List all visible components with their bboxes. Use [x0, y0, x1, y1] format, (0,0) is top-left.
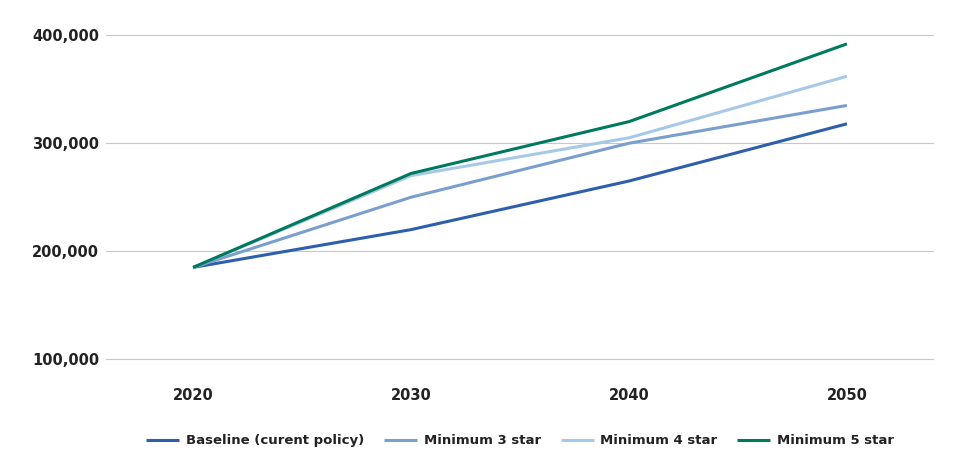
- Legend: Baseline (curent policy), Minimum 3 star, Minimum 4 star, Minimum 5 star: Baseline (curent policy), Minimum 3 star…: [146, 435, 894, 447]
- Minimum 3 star: [623, 140, 635, 146]
- Minimum 4 star: [405, 173, 417, 178]
- Baseline (curent policy): [841, 121, 852, 127]
- Baseline (curent policy): [188, 265, 199, 270]
- Minimum 3 star: [188, 265, 199, 270]
- Line: Minimum 3 star: Minimum 3 star: [194, 105, 846, 268]
- Line: Minimum 5 star: Minimum 5 star: [194, 44, 846, 268]
- Line: Minimum 4 star: Minimum 4 star: [194, 76, 846, 268]
- Baseline (curent policy): [405, 227, 417, 232]
- Line: Baseline (curent policy): Baseline (curent policy): [194, 124, 846, 268]
- Minimum 5 star: [623, 119, 635, 125]
- Minimum 5 star: [841, 41, 852, 47]
- Baseline (curent policy): [623, 178, 635, 184]
- Minimum 4 star: [841, 73, 852, 79]
- Minimum 3 star: [841, 102, 852, 108]
- Minimum 5 star: [188, 265, 199, 270]
- Minimum 4 star: [188, 265, 199, 270]
- Minimum 5 star: [405, 170, 417, 176]
- Minimum 3 star: [405, 194, 417, 200]
- Minimum 4 star: [623, 135, 635, 141]
